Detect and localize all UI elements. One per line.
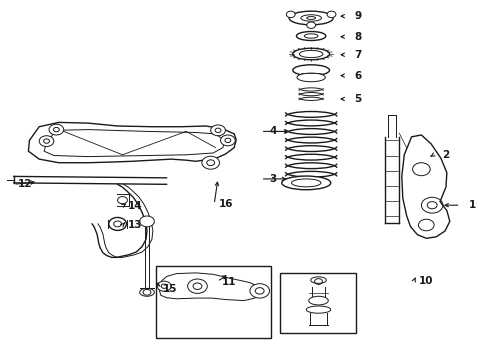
Ellipse shape — [289, 11, 333, 25]
Text: 7: 7 — [354, 50, 362, 60]
Circle shape — [109, 217, 126, 230]
Text: 13: 13 — [127, 220, 142, 230]
Ellipse shape — [306, 306, 331, 313]
Text: 5: 5 — [354, 94, 361, 104]
Circle shape — [211, 125, 225, 136]
Circle shape — [157, 281, 171, 291]
Ellipse shape — [309, 296, 328, 305]
Text: 10: 10 — [419, 276, 434, 286]
Circle shape — [220, 135, 235, 146]
Text: 14: 14 — [127, 201, 142, 211]
Ellipse shape — [282, 176, 331, 190]
Text: 6: 6 — [354, 71, 361, 81]
Circle shape — [118, 197, 127, 204]
Text: 9: 9 — [354, 11, 361, 21]
Ellipse shape — [410, 151, 425, 159]
Circle shape — [286, 11, 295, 18]
Polygon shape — [402, 135, 450, 238]
Polygon shape — [159, 273, 261, 301]
Ellipse shape — [311, 277, 326, 283]
Circle shape — [140, 216, 154, 227]
Circle shape — [307, 22, 316, 28]
Circle shape — [250, 284, 270, 298]
Text: 2: 2 — [442, 150, 449, 160]
Ellipse shape — [293, 48, 329, 60]
Circle shape — [327, 11, 336, 18]
Ellipse shape — [297, 73, 325, 82]
Circle shape — [39, 136, 54, 147]
Ellipse shape — [296, 31, 326, 40]
Text: 8: 8 — [354, 32, 361, 42]
Text: 3: 3 — [270, 174, 276, 184]
Text: 11: 11 — [222, 276, 237, 287]
Ellipse shape — [307, 17, 316, 19]
Ellipse shape — [293, 65, 329, 76]
Bar — [280, 273, 356, 333]
Polygon shape — [28, 122, 236, 163]
Text: 12: 12 — [18, 179, 33, 189]
Text: 4: 4 — [269, 126, 277, 136]
Bar — [156, 266, 271, 338]
Text: 1: 1 — [469, 200, 476, 210]
Circle shape — [188, 279, 207, 293]
Text: 16: 16 — [219, 199, 234, 210]
Circle shape — [49, 124, 64, 135]
Circle shape — [202, 156, 220, 169]
Ellipse shape — [140, 288, 154, 296]
Text: 15: 15 — [163, 284, 178, 294]
